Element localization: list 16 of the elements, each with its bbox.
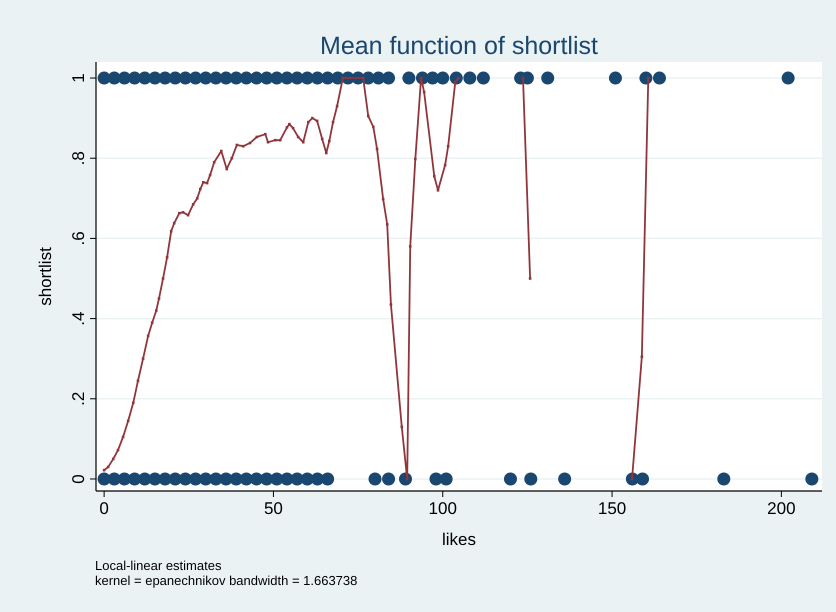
y-tick-label: .4 xyxy=(69,312,88,326)
y-tick-label: .2 xyxy=(69,392,88,406)
x-tick-label: 100 xyxy=(428,499,457,518)
text: Local-linear estimates xyxy=(95,558,222,573)
y-tick-label: .6 xyxy=(69,231,88,246)
y-axis-title: shortlist xyxy=(36,246,55,306)
x-axis-title: likes xyxy=(442,530,476,549)
y-tick-label: .8 xyxy=(69,151,88,166)
chart-title: Mean function of shortlist xyxy=(320,32,598,60)
x-tick-label: 200 xyxy=(767,499,796,518)
text: kernel = epanechnikov bandwidth = 1.663738 xyxy=(95,573,358,588)
x-tick-label: 50 xyxy=(264,499,283,518)
y-tick-label: 0 xyxy=(69,474,88,484)
y-tick-label: 1 xyxy=(69,73,88,83)
x-tick-label: 150 xyxy=(598,499,626,518)
x-tick-label: 0 xyxy=(99,499,109,518)
